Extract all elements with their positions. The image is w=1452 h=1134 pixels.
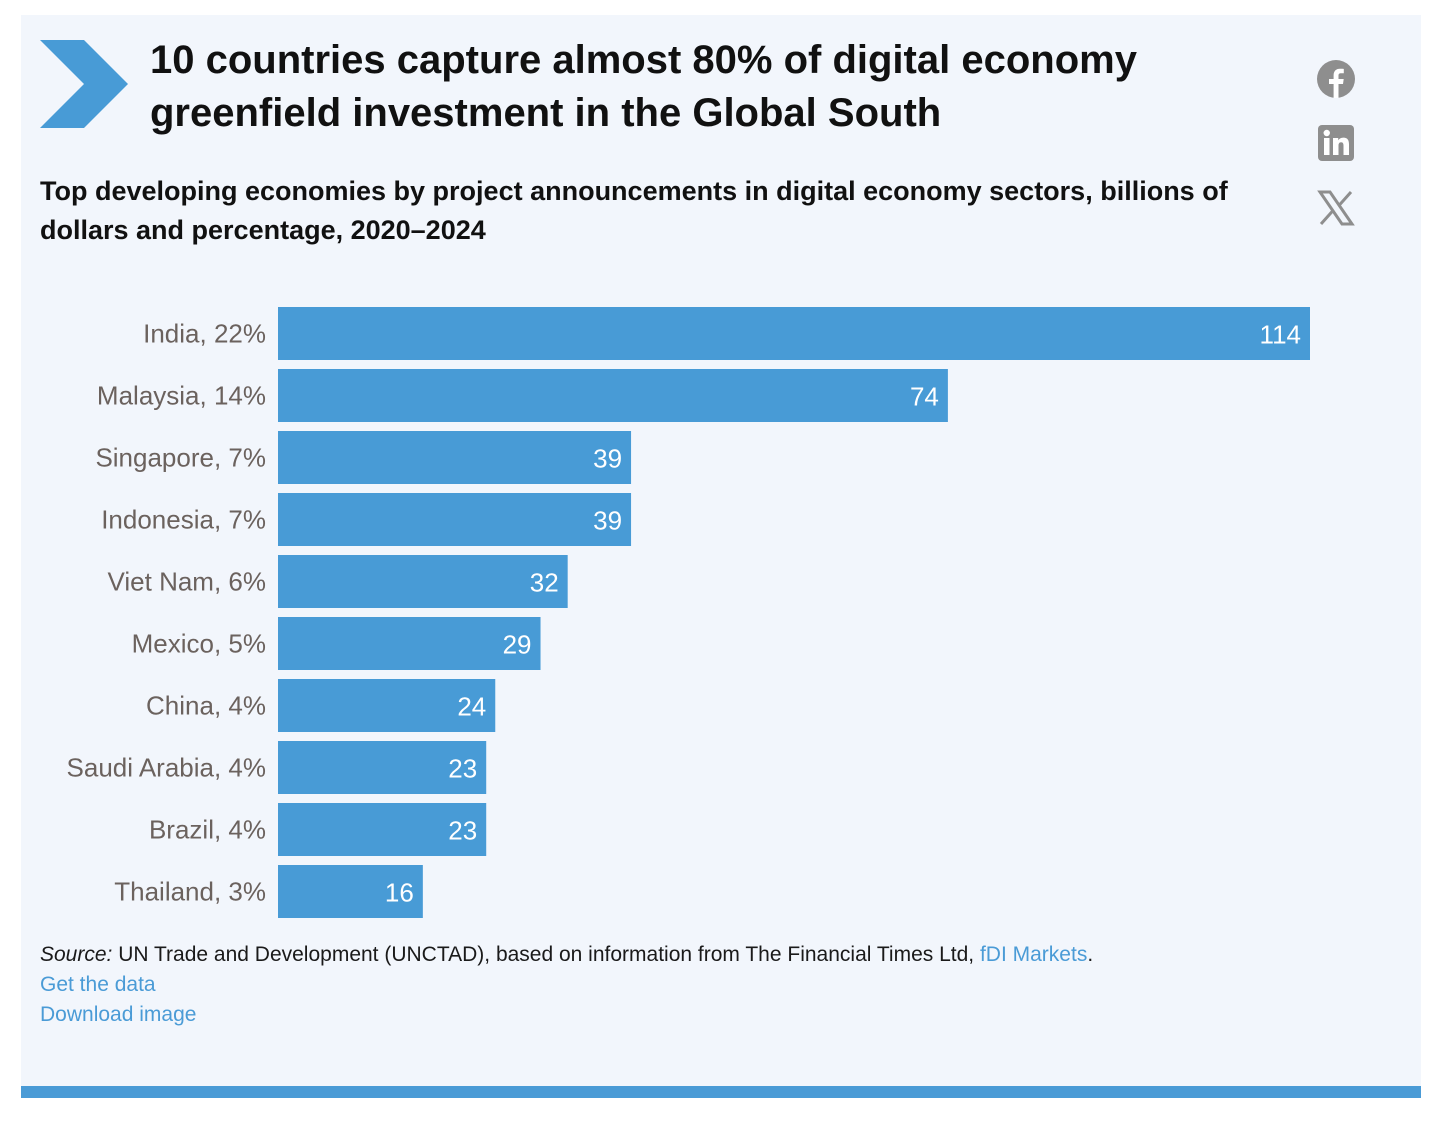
x-icon[interactable] (1316, 188, 1356, 228)
linkedin-icon[interactable] (1316, 123, 1356, 163)
source-note: Source: UN Trade and Development (UNCTAD… (40, 940, 1360, 1030)
category-label: China, 4% (146, 691, 266, 721)
value-label: 29 (503, 630, 532, 660)
bar (278, 307, 1310, 360)
category-label: Mexico, 5% (132, 629, 266, 659)
fdi-markets-link[interactable]: fDI Markets (979, 943, 1088, 966)
category-label: Indonesia, 7% (101, 505, 266, 535)
bar (278, 865, 423, 918)
value-label: 23 (448, 754, 477, 784)
category-label: India, 22% (143, 319, 266, 349)
bar (278, 679, 496, 732)
value-label: 39 (593, 506, 622, 536)
source-end: . (1087, 943, 1094, 966)
bar (278, 617, 541, 670)
chart-title: 10 countries capture almost 80% of digit… (150, 38, 1137, 135)
bar (278, 555, 568, 608)
source-text: UN Trade and Development (UNCTAD), based… (112, 943, 980, 966)
value-label: 114 (1260, 320, 1301, 350)
value-label: 74 (910, 382, 939, 412)
category-label: Malaysia, 14% (97, 381, 266, 411)
bar (278, 369, 948, 422)
facebook-icon[interactable] (1316, 59, 1356, 99)
bar (278, 431, 632, 484)
value-label: 16 (385, 878, 414, 908)
source-label: Source: (40, 943, 113, 966)
download-image-link[interactable]: Download image (40, 1003, 197, 1026)
chart-card (21, 15, 1421, 1086)
category-label: Viet Nam, 6% (108, 567, 266, 597)
category-label: Thailand, 3% (114, 877, 266, 907)
chevron-icon (40, 40, 128, 128)
category-label: Saudi Arabia, 4% (67, 753, 266, 783)
value-label: 39 (593, 444, 622, 474)
value-label: 23 (448, 816, 477, 846)
category-label: Singapore, 7% (95, 443, 266, 473)
chart-subtitle: Top developing economies by project anno… (40, 176, 1228, 245)
value-label: 32 (530, 568, 559, 598)
bar (278, 493, 632, 546)
get-data-link[interactable]: Get the data (40, 973, 156, 996)
category-label: Brazil, 4% (149, 815, 266, 845)
value-label: 24 (457, 692, 486, 722)
bar (278, 803, 487, 856)
bottom-accent-bar (21, 1086, 1421, 1098)
bar (278, 741, 487, 794)
bar-chart: India, 22% 114 Malaysia, 14% 74 Singapore, 7… (67, 307, 1310, 918)
